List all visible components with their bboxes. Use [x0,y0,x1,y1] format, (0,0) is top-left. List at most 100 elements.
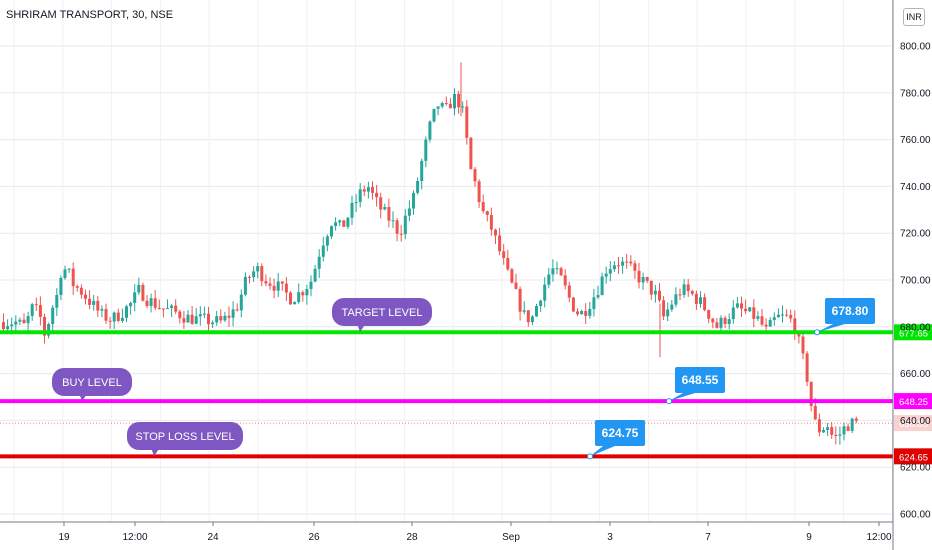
candle-body [674,294,678,305]
level-price-tag [894,324,932,341]
candle-body [350,202,354,218]
candle-body [588,309,592,316]
price-callout-label: 648.55 [682,373,719,387]
candle-body [67,268,71,270]
candle-body [280,281,284,284]
level-callout [332,298,432,326]
candle-body [55,294,59,308]
candle-body [793,318,797,334]
candle-body [428,121,432,140]
candle-body [514,282,518,289]
candle-body [297,292,301,303]
candle-body [715,322,719,328]
symbol-title: SHRIRAM TRANSPORT, 30, NSE [6,9,174,21]
candle-body [498,235,502,252]
candle-body [506,257,510,270]
candle-body [854,418,858,421]
candle-body [805,353,809,382]
candle-body [465,106,469,138]
candle-body [440,103,444,107]
y-tick-label: 660.00 [900,369,931,380]
candle-body [407,208,411,216]
level-callout-label: BUY LEVEL [62,377,122,389]
candle-body [403,215,407,235]
candle-body [157,307,161,309]
candle-body [252,271,256,278]
candle-body [260,266,264,282]
candle-body [621,261,625,266]
candle-body [108,320,112,322]
price-callout [595,420,645,446]
candle-body [723,317,727,325]
price-callout [825,298,875,324]
candle-body [842,426,846,435]
candle-body [453,93,456,109]
candle-body [248,276,251,278]
candle-body [748,307,752,312]
candle-body [38,304,42,317]
candle-body [141,284,145,301]
candle-body [375,192,379,198]
candle-body [707,310,711,319]
candle-body [416,181,420,193]
y-tick-label: 680.00 [900,322,931,333]
candle-body [170,305,174,309]
candle-body [30,304,34,317]
candle-body [494,229,497,236]
candle-body [604,273,608,277]
candle-body [600,276,604,296]
candle-body [231,309,235,318]
candle-body [289,292,292,305]
candle-body [330,226,333,237]
x-tick-label: 12:00 [866,532,891,543]
candle-body [362,189,366,192]
candle-body [502,251,506,258]
candle-body [617,265,620,267]
candle-body [797,333,801,337]
candle-body [592,297,596,310]
level-price-label: 624.65 [899,452,928,463]
candle-body [276,281,280,291]
candle-body [608,269,612,274]
level-price-label: 677.65 [899,328,928,339]
candle-body [325,236,329,246]
candle-body [366,187,370,192]
candle-body [760,316,764,325]
candle-body [838,434,842,436]
candle-body [522,310,526,312]
candle-body [813,405,817,420]
candle-body [43,316,46,336]
candle-body [596,295,600,298]
price-callout-anchor [587,453,593,460]
candle-body [666,309,670,317]
x-tick-label: 28 [406,532,418,543]
candle-body [817,419,821,433]
level-callout-label: TARGET LEVEL [342,307,423,319]
x-tick-label: 26 [308,532,320,543]
candle-body [207,313,210,325]
price-axis: 600.00 620.00 640.00 660.00 680.00 700.00 720.… [892,0,931,550]
level-callout [52,368,132,396]
y-tick-label: 600.00 [900,510,931,521]
candle-body [34,304,38,306]
callouts: TARGET LEVEL BUY LEVEL STOP LOSS LEVEL 678.… [52,298,875,460]
candle-body [576,311,579,315]
candle-body [59,278,63,295]
candle-body [801,336,805,354]
candle-body [535,306,538,317]
candle-body [461,106,465,108]
candle-body [756,316,760,319]
candle-body [518,288,522,312]
candle-body [96,300,100,311]
currency-button[interactable]: INR [903,8,925,26]
candle-body [395,220,399,234]
price-callout [675,367,725,393]
candle-body [379,197,383,210]
candle-body [182,318,186,323]
candle-body [227,315,231,318]
candle-body [235,309,239,311]
candle-body [215,316,219,323]
candle-body [71,268,75,287]
candle-body [346,217,350,227]
